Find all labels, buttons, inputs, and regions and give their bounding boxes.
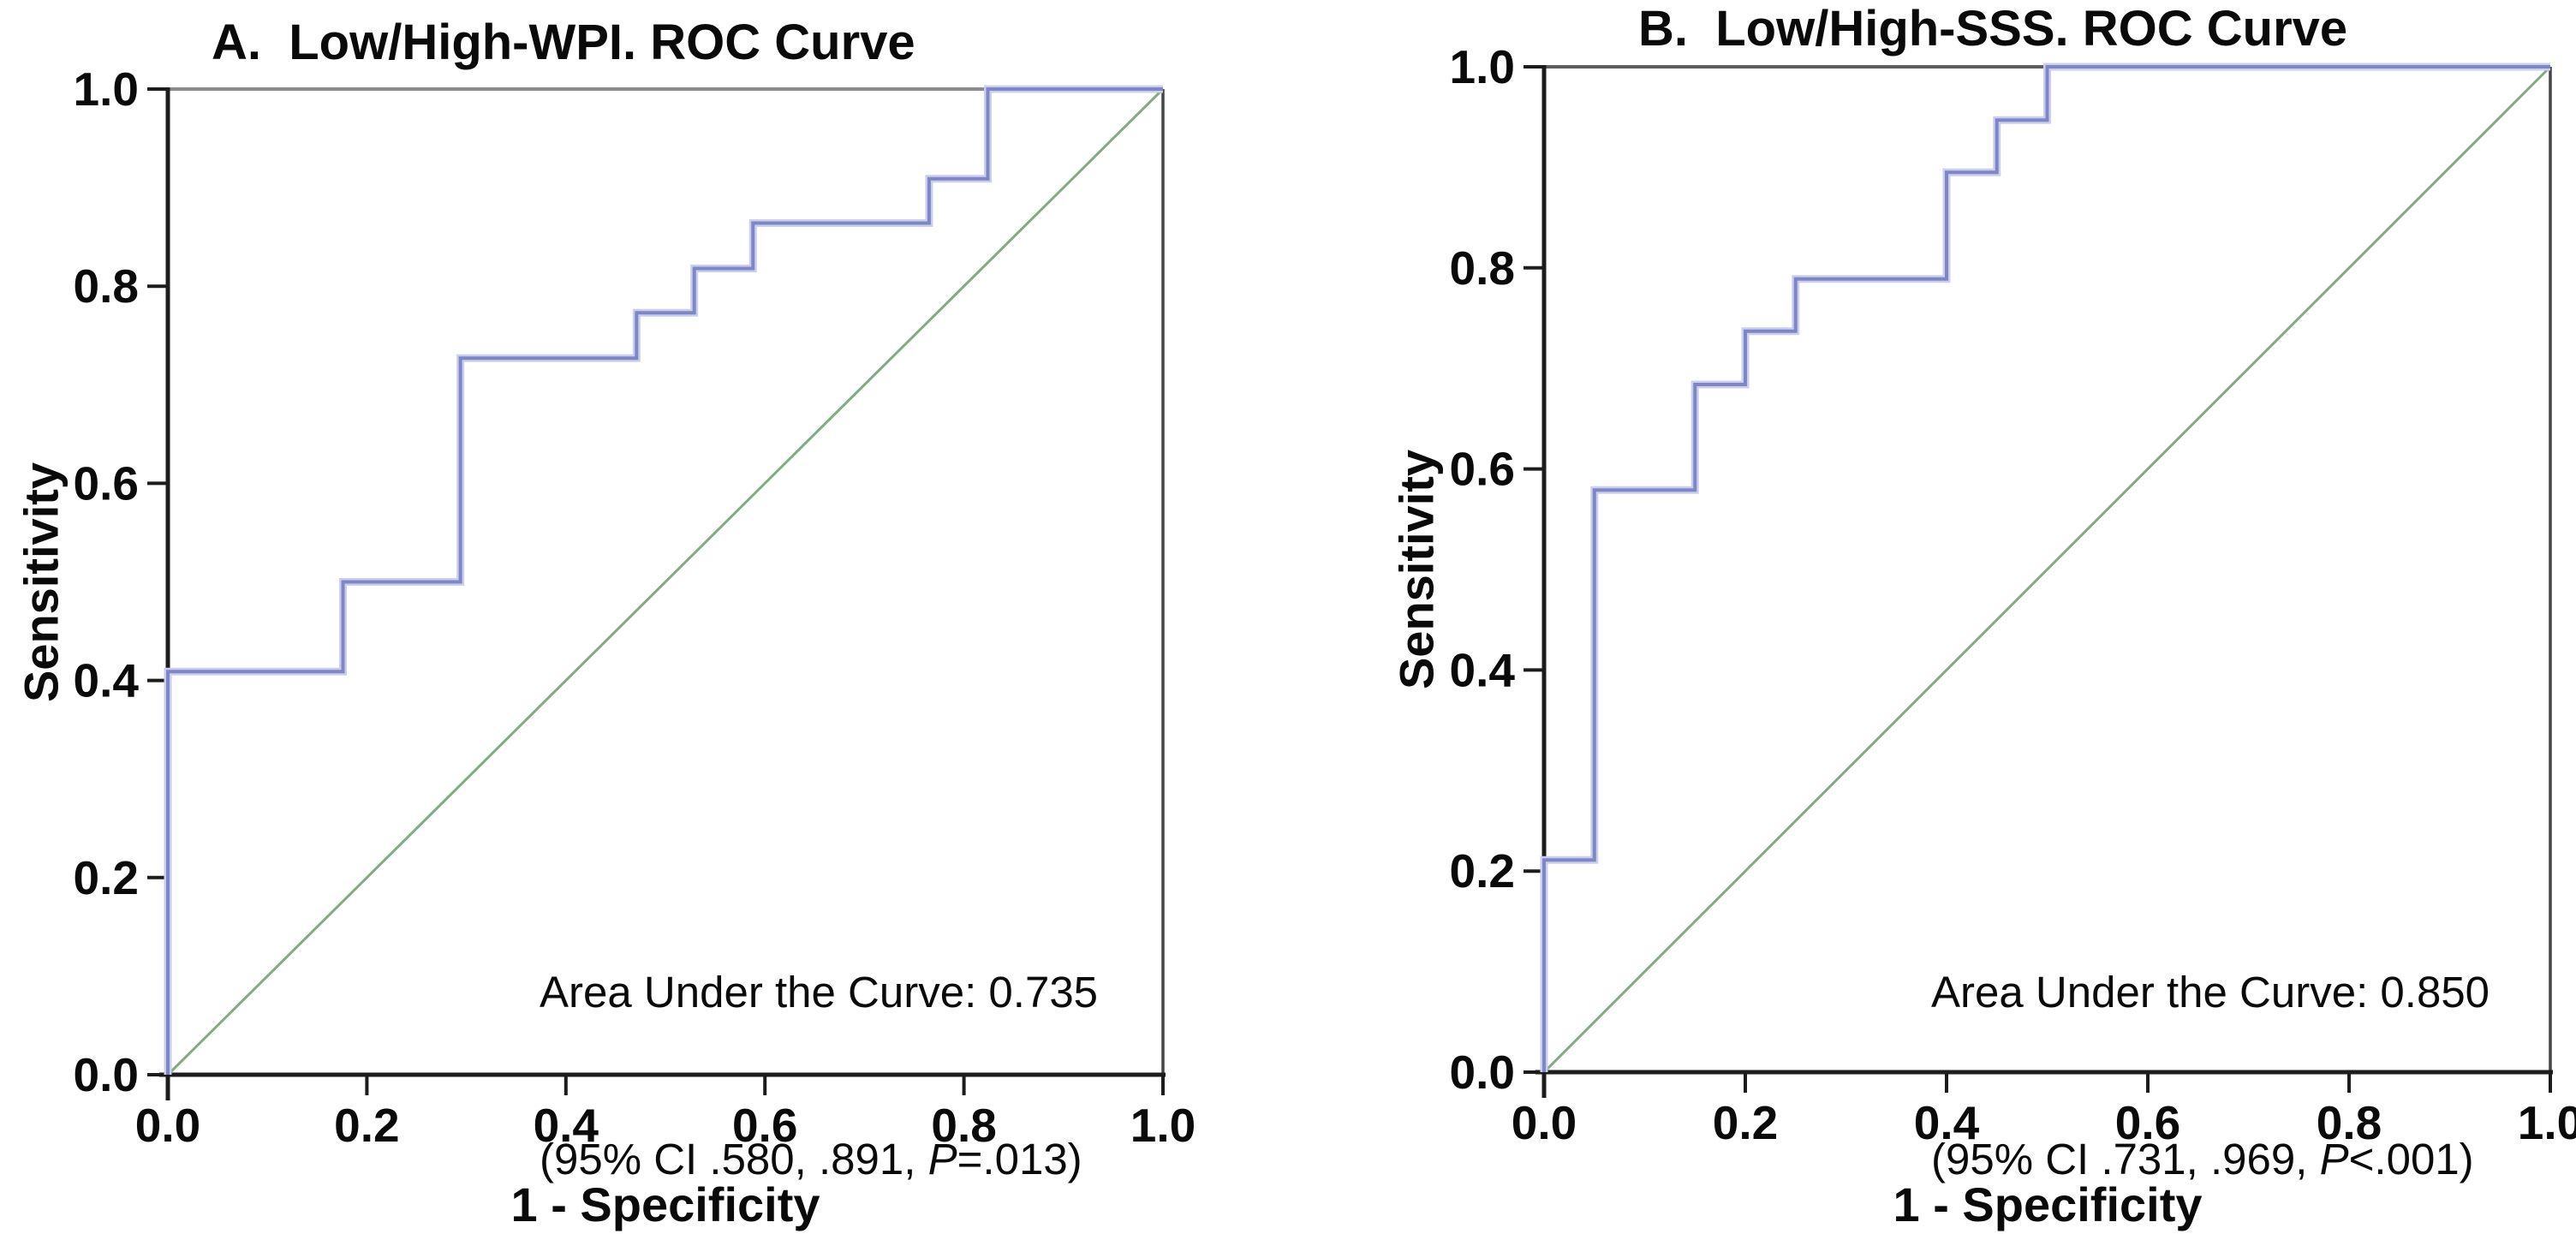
x-tick-label: 1.0: [2518, 1096, 2576, 1149]
x-tick-label: 0.4: [534, 1099, 599, 1152]
auc-annotation-line2: (95% CI .580, .891, P=.013): [540, 1135, 1082, 1183]
roc-plot-b: 0.0 0.2 0.4 0.6 0.8 1.0 0.0 0.2 0.4 0.6 0.8 1.0: [1450, 40, 2576, 1149]
y-tick-label: 0.4: [74, 654, 140, 707]
x-tick-label: 0.0: [1512, 1096, 1577, 1149]
y-tick-label: 0.2: [1450, 844, 1515, 897]
chart-title-a: A. Low/High-WPI. ROC Curve: [212, 15, 915, 70]
x-axis-title: 1 - Specificity: [1893, 1177, 2203, 1231]
y-tick-label: 0.0: [1450, 1046, 1515, 1099]
y-tick-label: 0.2: [74, 851, 139, 904]
y-axis-title: Sensitivity: [14, 462, 69, 703]
x-tick-label: 0.8: [931, 1099, 996, 1152]
p-value-symbol: P: [927, 1135, 957, 1183]
reference-diagonal-line: [166, 87, 1165, 1076]
y-tick-label: 0.8: [1450, 241, 1515, 295]
x-tick-label: 0.0: [135, 1099, 200, 1152]
y-tick-label: 0.4: [1450, 643, 1516, 696]
reference-diagonal-line: [1542, 65, 2552, 1074]
roc-panel-b: 0.0 0.2 0.4 0.6 0.8 1.0 0.0 0.2 0.4 0.6 0.8 1.0 B. …: [1288, 0, 2576, 1234]
y-tick-label: 0.6: [74, 456, 139, 510]
roc-panel-a: 0.0 0.2 0.4 0.6 0.8 1.0 0.0 0.2 0.4 0.6 0.8 1.0 A. …: [14, 15, 1196, 1234]
x-tick-label: 0.2: [334, 1099, 399, 1152]
y-tick-label: 1.0: [1450, 40, 1515, 93]
auc-annotation-line1: Area Under the Curve: 0.735: [540, 968, 1099, 1016]
x-axis-title: 1 - Specificity: [510, 1177, 820, 1231]
y-tick-label: 0.0: [74, 1048, 139, 1101]
chart-title-b: B. Low/High-SSS. ROC Curve: [1638, 1, 2348, 57]
x-tick-label: 0.6: [732, 1099, 797, 1152]
x-tick-label: 0.2: [1713, 1096, 1778, 1149]
y-tick-label: 0.8: [74, 259, 139, 313]
x-tick-label: 0.4: [1914, 1096, 1980, 1149]
roc-curve-line: [1542, 65, 2550, 1072]
x-tick-label: 1.0: [1130, 1099, 1196, 1152]
roc-curve-line: [166, 87, 1163, 1075]
p-value-symbol: P: [2319, 1135, 2349, 1183]
auc-annotation: Area Under the Curve: 0.735 (95% CI .580…: [540, 853, 1098, 1234]
y-tick-label: 0.6: [1450, 443, 1515, 496]
auc-annotation: Area Under the Curve: 0.850 (95% CI .731…: [1931, 853, 2490, 1234]
y-axis-title: Sensitivity: [1389, 449, 1444, 690]
roc-plot-a: 0.0 0.2 0.4 0.6 0.8 1.0 0.0 0.2 0.4 0.6 0.8 1.0: [74, 63, 1196, 1152]
auc-annotation-line2: (95% CI .731, .969, P<.001): [1931, 1135, 2474, 1183]
y-tick-label: 1.0: [74, 63, 139, 116]
x-tick-label: 0.6: [2115, 1096, 2180, 1149]
x-tick-label: 0.8: [2317, 1096, 2382, 1149]
auc-annotation-line1: Area Under the Curve: 0.850: [1931, 968, 2490, 1016]
